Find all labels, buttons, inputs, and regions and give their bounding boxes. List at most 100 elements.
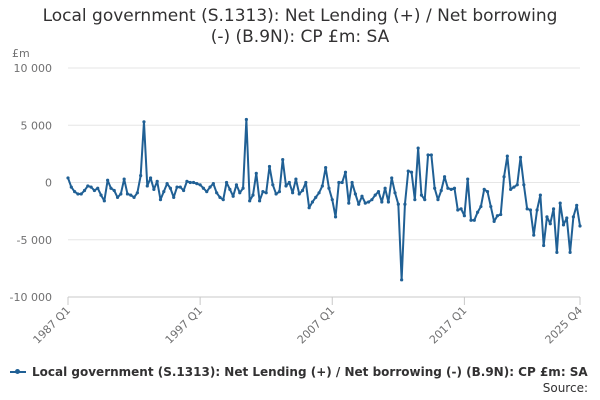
- data-point: [492, 219, 496, 224]
- data-point: [330, 198, 334, 202]
- x-tick-label: 1987 Q1: [31, 304, 74, 347]
- legend-label: Local government (S.1313): Net Lending (…: [32, 365, 588, 379]
- data-point: [575, 203, 579, 207]
- data-point: [221, 198, 225, 202]
- data-point: [462, 214, 466, 218]
- data-point: [102, 199, 106, 203]
- data-point: [578, 224, 582, 228]
- data-point: [79, 192, 83, 196]
- series-layer: [66, 117, 582, 282]
- data-point: [241, 186, 245, 190]
- data-point: [234, 183, 239, 187]
- data-point: [366, 200, 371, 204]
- data-point: [436, 198, 440, 202]
- data-point: [522, 183, 526, 187]
- y-axis-tick-labels: 10 000 5 000 0 -5 000 -10 000: [10, 62, 52, 304]
- data-point: [135, 191, 139, 195]
- data-point: [347, 201, 351, 205]
- chart-title: Local government (S.1313): Net Lending (…: [42, 6, 558, 47]
- data-point: [119, 192, 123, 196]
- data-point: [287, 180, 291, 185]
- data-point: [512, 185, 516, 189]
- data-point: [132, 195, 136, 199]
- data-point: [409, 170, 414, 174]
- data-point: [73, 190, 77, 194]
- data-point: [390, 176, 394, 180]
- data-point: [297, 192, 301, 196]
- data-point: [439, 188, 443, 193]
- data-point: [69, 185, 73, 189]
- data-point: [257, 199, 262, 203]
- data-point: [423, 198, 427, 202]
- data-point: [182, 188, 186, 193]
- data-point: [155, 179, 159, 183]
- y-tick-label: 0: [45, 177, 52, 190]
- x-tick-label: 2017 Q1: [427, 304, 470, 347]
- data-point: [357, 202, 361, 206]
- data-point: [165, 182, 169, 186]
- data-point: [429, 153, 433, 157]
- data-point: [76, 192, 80, 196]
- data-point: [360, 194, 364, 198]
- y-axis-unit-label: £m: [12, 47, 30, 60]
- data-point: [125, 192, 130, 196]
- data-point: [495, 214, 500, 218]
- data-point: [109, 186, 113, 190]
- legend[interactable]: Local government (S.1313): Net Lending (…: [10, 365, 588, 379]
- data-point: [555, 250, 559, 254]
- y-tick-label: -5 000: [17, 234, 52, 247]
- data-point: [442, 175, 447, 179]
- data-point: [452, 186, 457, 190]
- legend-line-marker-icon: [10, 366, 26, 378]
- data-point: [489, 204, 493, 209]
- data-point: [333, 215, 338, 219]
- data-point: [419, 193, 424, 197]
- data-point: [254, 171, 258, 175]
- data-point: [300, 188, 305, 193]
- data-point: [66, 176, 70, 180]
- data-point: [152, 187, 156, 191]
- data-point: [380, 200, 384, 204]
- data-point: [376, 190, 381, 194]
- data-point: [525, 207, 529, 211]
- data-point: [284, 184, 288, 188]
- data-point: [99, 193, 103, 197]
- data-point: [238, 191, 242, 195]
- data-point: [373, 193, 377, 197]
- data-point: [264, 191, 268, 195]
- data-point: [261, 190, 265, 194]
- data-point: [178, 185, 182, 189]
- data-point: [340, 180, 344, 185]
- data-point: [545, 215, 549, 219]
- data-point: [433, 186, 437, 190]
- data-point: [307, 206, 311, 210]
- data-point: [218, 195, 222, 199]
- data-point: [231, 194, 235, 198]
- data-point: [535, 208, 539, 212]
- data-point: [317, 191, 321, 195]
- data-point: [515, 183, 519, 187]
- data-point: [148, 176, 153, 180]
- data-point: [542, 243, 546, 248]
- y-tick-label: 10 000: [14, 62, 53, 75]
- data-point: [406, 169, 410, 173]
- data-point: [509, 187, 513, 191]
- data-point: [281, 158, 285, 162]
- data-point: [251, 193, 255, 197]
- data-point: [224, 180, 229, 185]
- data-point: [353, 192, 357, 196]
- data-point: [393, 191, 397, 195]
- x-tick-label: 2025 Q4: [543, 304, 586, 347]
- data-point: [310, 200, 315, 204]
- data-point: [320, 184, 324, 188]
- data-point: [403, 202, 407, 206]
- data-point: [188, 180, 192, 185]
- data-point: [350, 180, 354, 185]
- data-point: [211, 182, 215, 186]
- data-point: [400, 278, 404, 282]
- data-point: [479, 204, 483, 209]
- data-point: [244, 117, 248, 122]
- data-point: [558, 201, 562, 205]
- data-point: [294, 177, 298, 181]
- data-point: [96, 186, 100, 190]
